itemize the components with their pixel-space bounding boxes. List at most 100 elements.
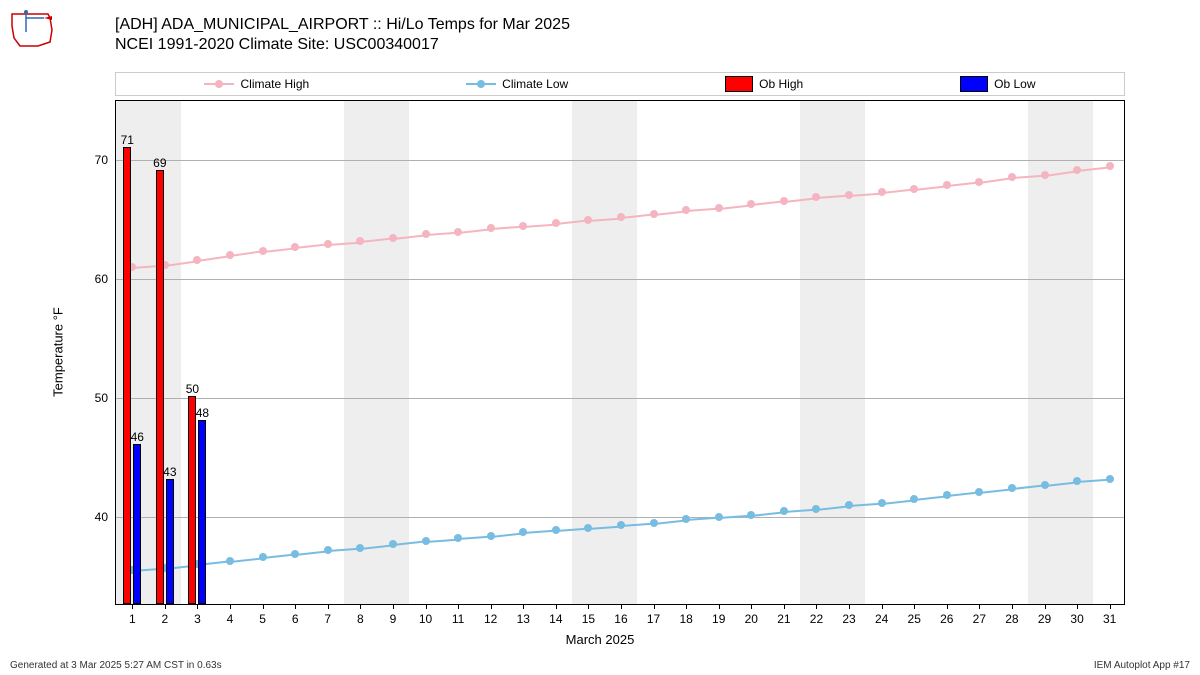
x-tick-label: 21	[777, 612, 790, 626]
climate-low-point	[454, 534, 462, 542]
weekend-band	[800, 101, 865, 604]
legend-ob-high: Ob High	[725, 76, 803, 92]
climate-high-point	[584, 216, 592, 224]
x-tick-label: 26	[940, 612, 953, 626]
climate-low-point	[812, 505, 820, 513]
title-line-2: NCEI 1991-2020 Climate Site: USC00340017	[115, 36, 570, 54]
x-tick-label: 7	[324, 612, 331, 626]
ob-low-label: 46	[131, 430, 144, 444]
x-tick-label: 16	[614, 612, 627, 626]
climate-high-point	[682, 206, 690, 214]
x-tick-label: 18	[679, 612, 692, 626]
x-tick	[197, 604, 198, 609]
climate-high-point	[324, 240, 332, 248]
iem-logo	[8, 8, 56, 50]
climate-high-point	[454, 228, 462, 236]
legend-climate-low: Climate Low	[466, 77, 568, 91]
climate-high-point	[975, 178, 983, 186]
climate-low-point	[878, 499, 886, 507]
x-tick	[263, 604, 264, 609]
ob-low-label: 48	[196, 406, 209, 420]
x-tick	[979, 604, 980, 609]
ob-high-label: 71	[121, 133, 134, 147]
climate-high-point	[226, 251, 234, 259]
climate-high-point	[193, 256, 201, 264]
x-tick-label: 3	[194, 612, 201, 626]
title-line-1: [ADH] ADA_MUNICIPAL_AIRPORT :: Hi/Lo Tem…	[115, 16, 570, 34]
legend-ob-low: Ob Low	[960, 76, 1035, 92]
x-tick	[1045, 604, 1046, 609]
gridline	[116, 517, 1124, 518]
legend-label: Ob Low	[994, 77, 1035, 91]
x-tick	[914, 604, 915, 609]
x-tick	[230, 604, 231, 609]
x-tick-label: 5	[259, 612, 266, 626]
climate-high-point	[422, 230, 430, 238]
x-tick-label: 14	[549, 612, 562, 626]
legend-label: Climate High	[240, 77, 309, 91]
climate-high-point	[1106, 162, 1114, 170]
x-tick-label: 19	[712, 612, 725, 626]
weekend-band	[344, 101, 409, 604]
x-axis-label: March 2025	[0, 632, 1200, 647]
ob-high-label: 69	[153, 156, 166, 170]
x-tick	[360, 604, 361, 609]
x-tick-label: 6	[292, 612, 299, 626]
x-tick	[719, 604, 720, 609]
climate-high-point	[291, 243, 299, 251]
climate-low-point	[910, 495, 918, 503]
footer-app: IEM Autoplot App #17	[1094, 660, 1190, 671]
x-tick-label: 9	[390, 612, 397, 626]
x-tick-label: 23	[842, 612, 855, 626]
climate-high-point	[259, 247, 267, 255]
climate-high-point	[1073, 166, 1081, 174]
chart-area: 4050607012345678910111213141516171819202…	[115, 100, 1125, 605]
x-tick-label: 4	[227, 612, 234, 626]
x-tick	[621, 604, 622, 609]
climate-high-point	[878, 188, 886, 196]
climate-low-point	[519, 528, 527, 536]
climate-low-point	[780, 507, 788, 515]
x-tick	[784, 604, 785, 609]
x-tick-label: 27	[973, 612, 986, 626]
gridline	[116, 160, 1124, 161]
ob-high-bar	[188, 396, 196, 604]
climate-low-point	[1106, 475, 1114, 483]
climate-high-point	[715, 204, 723, 212]
chart-titles: [ADH] ADA_MUNICIPAL_AIRPORT :: Hi/Lo Tem…	[115, 16, 570, 56]
x-tick	[491, 604, 492, 609]
x-tick-label: 10	[419, 612, 432, 626]
x-tick-label: 17	[647, 612, 660, 626]
x-tick-label: 31	[1103, 612, 1116, 626]
x-tick	[686, 604, 687, 609]
climate-low-point	[943, 491, 951, 499]
climate-high-point	[943, 181, 951, 189]
climate-high-point	[845, 191, 853, 199]
y-tick-label: 50	[95, 391, 108, 405]
gridline	[116, 279, 1124, 280]
climate-low-point	[975, 488, 983, 496]
gridline	[116, 398, 1124, 399]
climate-low-point	[487, 532, 495, 540]
x-tick	[165, 604, 166, 609]
ob-low-bar	[133, 444, 141, 604]
x-tick-label: 22	[810, 612, 823, 626]
climate-high-point	[617, 213, 625, 221]
climate-low-point	[226, 557, 234, 565]
x-tick	[849, 604, 850, 609]
x-tick	[426, 604, 427, 609]
x-tick-label: 24	[875, 612, 888, 626]
x-tick-label: 25	[908, 612, 921, 626]
climate-high-point	[747, 200, 755, 208]
x-tick-label: 20	[745, 612, 758, 626]
climate-low-point	[747, 511, 755, 519]
legend-climate-high: Climate High	[204, 77, 309, 91]
climate-low-point	[1008, 484, 1016, 492]
footer-generated: Generated at 3 Mar 2025 5:27 AM CST in 0…	[10, 660, 222, 671]
ob-low-bar	[198, 420, 206, 604]
x-tick-label: 13	[517, 612, 530, 626]
climate-high-point	[650, 210, 658, 218]
climate-high-point	[356, 237, 364, 245]
x-tick	[328, 604, 329, 609]
climate-high-point	[487, 224, 495, 232]
